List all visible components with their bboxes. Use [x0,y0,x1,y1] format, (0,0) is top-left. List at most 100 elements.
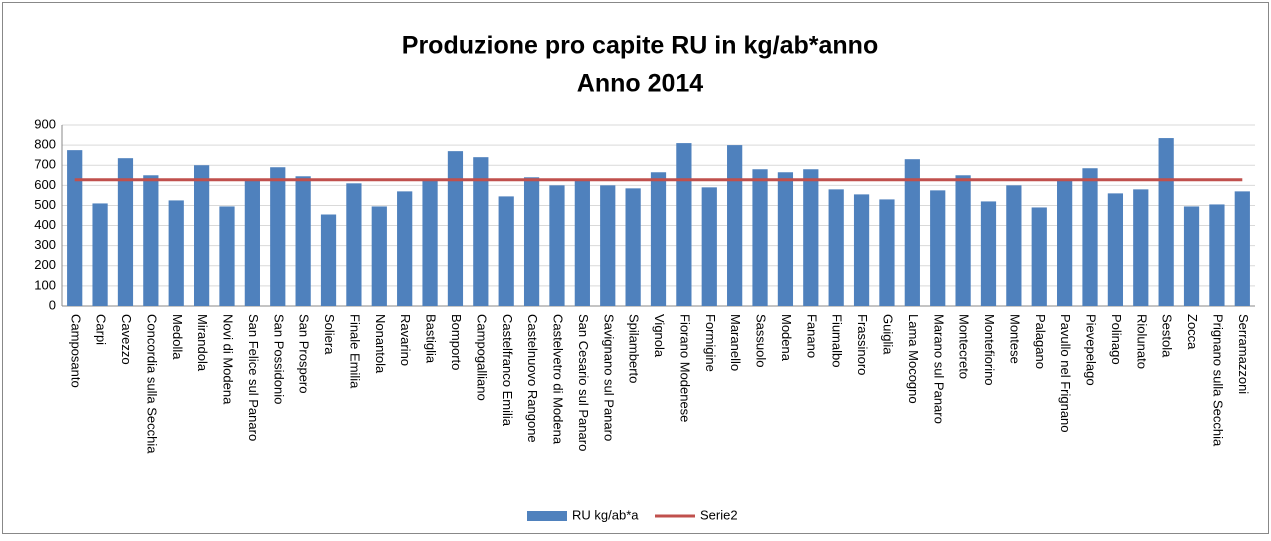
bar [1133,189,1149,306]
x-tick-label: Frassinoro [855,314,870,375]
x-tick-label: Fiumalbo [830,314,845,367]
chart-subtitle: Anno 2014 [577,70,704,98]
bar [523,177,540,306]
bar [955,175,971,306]
bar [1183,206,1200,306]
bar [904,159,920,306]
y-tick-label: 600 [34,177,56,192]
bar [498,196,514,306]
bar [625,188,641,306]
x-tick-label: Castelvetro di Modena [551,314,566,445]
x-tick-label: Castelnuovo Rangone [525,314,540,443]
x-tick-label: Finale Emilia [347,314,362,389]
bar [1057,180,1073,306]
bar [828,189,844,306]
bar [980,201,997,306]
bar [346,183,362,306]
bar [1158,138,1174,306]
y-tick-label: 400 [34,217,56,232]
x-tick-label: Vignola [652,314,667,358]
x-tick-label: Sestola [1160,314,1175,358]
bar [193,165,210,306]
x-tick-label: Camposanto [68,314,83,388]
x-tick-label: Pievepelago [1084,314,1099,386]
bar [803,169,819,306]
y-tick-label: 100 [34,277,56,292]
bar [701,187,717,306]
y-tick-label: 700 [34,157,56,172]
bar [219,206,235,306]
x-tick-label: Montese [1007,314,1022,364]
bar [1006,185,1022,306]
chart-title: Produzione pro capite RU in kg/ab*anno [402,32,878,60]
x-tick-label: Maranello [728,314,743,371]
x-tick-label: Nonantola [373,314,388,374]
x-tick-label: Serramazzoni [1236,314,1251,394]
bar [447,151,464,306]
x-tick-label: Mirandola [195,314,210,372]
bar [1031,207,1047,306]
bar [270,167,286,306]
bar [930,190,946,306]
x-tick-label: Modena [779,314,794,362]
x-tick-label: Bastiglia [424,314,439,364]
x-tick-label: Castelfranco Emilia [500,314,515,427]
y-tick-label: 200 [34,257,56,272]
bar [752,169,768,306]
bar [879,199,895,306]
x-tick-label: Sassuolo [754,314,769,367]
bar [92,203,108,306]
x-tick-label: San Cesario sul Panaro [576,314,591,451]
y-tick-label: 800 [34,137,56,152]
bar [473,157,489,306]
bar [244,180,260,306]
bar [143,175,159,306]
y-tick-label: 500 [34,197,56,212]
x-tick-label: Lama Mocogno [906,314,921,404]
y-tick-label: 900 [34,116,56,131]
x-tick-label: Fiorano Modenese [677,314,692,422]
x-tick-label: Montefiorino [982,314,997,386]
bar [650,172,667,306]
legend-label: Serie2 [700,507,738,522]
bar [320,214,337,306]
x-tick-label: Concordia sulla Secchia [144,314,159,454]
x-tick-label: Campogalliano [474,314,489,401]
bar [67,150,83,306]
bar [295,176,311,306]
x-tick-label: Guiglia [881,314,896,355]
x-tick-label: Montecreto [957,314,972,379]
bar [777,172,794,306]
x-tick-label: San Felice sul Panaro [246,314,261,441]
bar [600,185,616,306]
x-tick-label: San Prospero [297,314,312,394]
x-tick-label: Carpi [94,314,109,345]
x-tick-label: Riolunato [1134,314,1149,369]
bar [853,194,870,306]
x-tick-label: Pavullo nel Frignano [1058,314,1073,433]
bar [168,200,184,306]
bar [1209,204,1225,306]
x-tick-label: Soliera [322,314,337,355]
bar [397,191,413,306]
x-tick-label: Prignano sulla Secchia [1210,314,1225,447]
x-tick-label: Palagano [1033,314,1048,369]
bar [1234,191,1250,306]
bar [117,158,134,306]
bar [1107,193,1124,306]
bar [727,145,743,306]
x-tick-label: Zocca [1185,314,1200,350]
x-tick-label: Cavezzo [119,314,134,365]
bar [422,180,438,306]
x-tick-label: Ravarino [398,314,413,366]
bar [574,180,590,306]
legend-swatch [527,511,567,521]
bar [676,143,692,306]
bar [1082,168,1098,306]
x-tick-label: Formigine [703,314,718,372]
y-tick-label: 300 [34,237,56,252]
x-tick-label: Marano sul Panaro [931,314,946,424]
legend-label: RU kg/ab*a [572,507,639,522]
x-tick-label: Medolla [170,314,185,360]
